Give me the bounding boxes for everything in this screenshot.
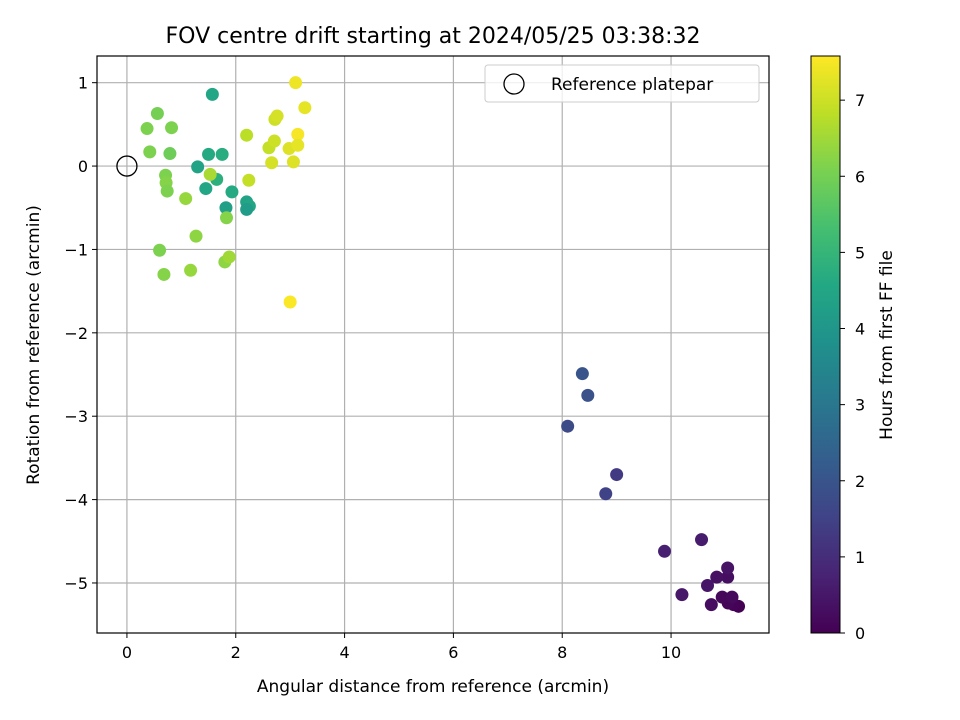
colorbar-tick-label: 0	[855, 624, 865, 643]
scatter-point	[240, 128, 254, 142]
scatter-point	[150, 107, 164, 121]
scatter-point	[153, 243, 167, 257]
scatter-point	[610, 468, 624, 482]
colorbar-tick-label: 1	[855, 548, 865, 567]
scatter-point	[581, 388, 595, 402]
colorbar-tick-label: 3	[855, 396, 865, 415]
scatter-point	[695, 533, 709, 547]
scatter-point	[291, 138, 305, 152]
scatter-point	[191, 160, 205, 174]
scatter-point	[725, 590, 739, 604]
scatter-point	[265, 156, 279, 170]
scatter-point	[270, 109, 284, 123]
x-axis-label: Angular distance from reference (arcmin)	[257, 677, 609, 697]
x-tick-label: 6	[448, 643, 458, 662]
scatter-point	[222, 250, 236, 264]
scatter-point	[704, 598, 718, 612]
y-tick-label: −5	[64, 574, 88, 593]
scatter-point	[701, 578, 715, 592]
axis-ticks: 0 2 4 6 8 10 −5 −4 −3 −2 −1 0 1	[64, 74, 681, 662]
colorbar-ticks: 0 1 2 3 4 5 6 7	[840, 91, 865, 643]
reference-layer	[116, 155, 138, 177]
scatter-point	[710, 570, 724, 584]
scatter-point	[215, 147, 229, 161]
reference-platepar-marker	[116, 155, 138, 177]
y-tick-label: −2	[64, 324, 88, 343]
scatter-point	[240, 202, 254, 216]
y-tick-label: 0	[78, 157, 88, 176]
scatter-point	[721, 570, 735, 584]
scatter-point	[143, 145, 157, 159]
scatter-point	[283, 295, 297, 309]
scatter-point	[140, 122, 154, 136]
colorbar-gradient	[810, 55, 841, 634]
scatter-point	[189, 229, 203, 243]
scatter-point	[715, 590, 729, 604]
legend-label-reference: Reference platepar	[551, 75, 713, 95]
scatter-point	[157, 267, 171, 281]
chart-title: FOV centre drift starting at 2024/05/25 …	[166, 24, 701, 49]
x-tick-label: 0	[122, 643, 132, 662]
scatter-point	[199, 182, 213, 196]
x-tick-label: 4	[339, 643, 349, 662]
scatter-points	[140, 76, 746, 613]
scatter-point	[242, 173, 256, 187]
scatter-point	[203, 167, 217, 181]
y-tick-label: −1	[64, 240, 88, 259]
legend-marker-reference	[503, 73, 525, 95]
scatter-point	[561, 419, 575, 433]
colorbar-tick-label: 2	[855, 472, 865, 491]
scatter-point	[675, 588, 689, 602]
scatter-point	[658, 544, 672, 558]
plot-frame	[96, 55, 770, 634]
scatter-point	[165, 121, 179, 135]
scatter-point	[225, 185, 239, 199]
scatter-point	[184, 263, 198, 277]
x-tick-label: 10	[661, 643, 681, 662]
x-tick-label: 8	[557, 643, 567, 662]
scatter-point	[179, 192, 193, 206]
x-tick-label: 2	[231, 643, 241, 662]
colorbar-tick-label: 5	[855, 243, 865, 262]
scatter-point	[202, 147, 216, 161]
legend: Reference platepar	[484, 64, 760, 103]
colorbar-tick-label: 4	[855, 320, 865, 339]
scatter-point	[575, 367, 589, 381]
y-tick-label: 1	[78, 74, 88, 93]
scatter-point	[298, 101, 312, 115]
scatter-point	[599, 487, 613, 501]
y-tick-label: −3	[64, 407, 88, 426]
colorbar-tick-label: 6	[855, 167, 865, 186]
colorbar-tick-label: 7	[855, 91, 865, 110]
y-tick-label: −4	[64, 491, 88, 510]
colorbar: 0 1 2 3 4 5 6 7 Hours from first FF file	[810, 55, 897, 643]
scatter-point	[267, 134, 281, 148]
legend-box	[484, 64, 760, 103]
scatter-point	[220, 211, 234, 225]
y-axis-label: Rotation from reference (arcmin)	[24, 205, 44, 485]
scatter-point	[289, 76, 303, 90]
colorbar-label: Hours from first FF file	[877, 250, 897, 440]
scatter-point	[219, 201, 233, 215]
scatter-point	[291, 127, 305, 141]
scatter-point	[721, 561, 735, 575]
scatter-point	[205, 87, 219, 101]
scatter-point	[163, 147, 177, 161]
scatter-point	[286, 155, 300, 169]
scatter-point	[160, 184, 174, 198]
